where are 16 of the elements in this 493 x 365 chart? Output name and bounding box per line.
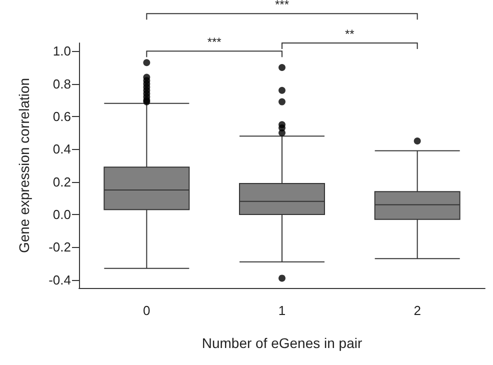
text: *** (274, 0, 290, 12)
annotation: *** (207, 35, 222, 50)
x-axis-title: Number of eGenes in pair (202, 335, 362, 351)
x-tick-label: 1 (278, 303, 286, 318)
x-tick-label: 2 (414, 303, 421, 318)
y-tick-label: 0.2 (52, 174, 71, 190)
y-tick-label: -0.2 (48, 240, 71, 255)
y-axis-title: Gene expression correlation (16, 78, 32, 254)
y-tick-label: 1.0 (52, 44, 71, 59)
y-tick-label: 0.4 (52, 142, 71, 157)
y-tick-label: 0.8 (52, 76, 71, 92)
y-tick-label: 0.6 (52, 109, 71, 124)
x-tick-label: 0 (143, 303, 150, 318)
y-tick-label: -0.4 (48, 272, 71, 288)
y-tick-label: 0.0 (52, 207, 71, 222)
text: ** (344, 27, 355, 41)
